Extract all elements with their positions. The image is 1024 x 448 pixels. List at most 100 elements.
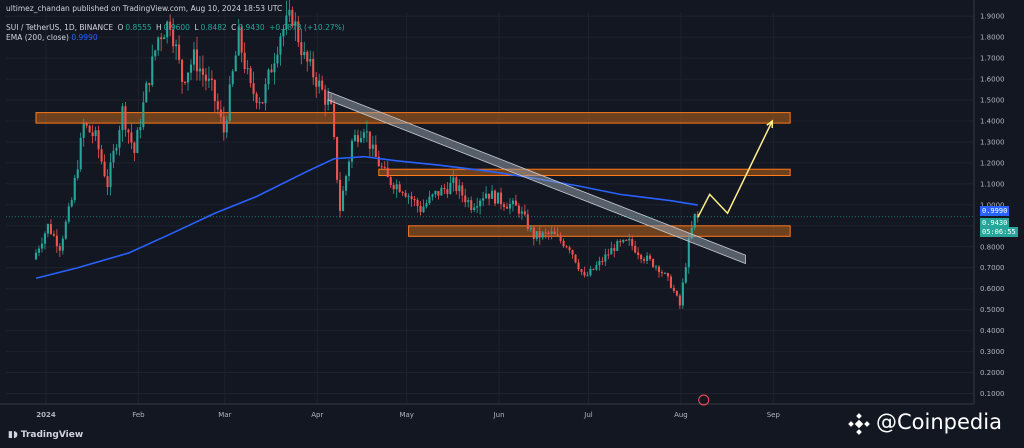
candle-body xyxy=(297,21,300,43)
close-label: C xyxy=(231,23,237,32)
candle-body xyxy=(312,59,315,78)
candle-body xyxy=(440,187,443,196)
candle-body xyxy=(380,166,383,168)
candle-body xyxy=(502,204,506,207)
candle-body xyxy=(309,59,312,62)
candle-body xyxy=(356,135,359,143)
candle-body xyxy=(192,49,196,65)
candle-body xyxy=(49,224,52,234)
candle-body xyxy=(479,200,482,207)
candle-body xyxy=(550,231,553,234)
projection-arrowhead xyxy=(766,119,774,129)
y-tick-label: 0.3000 xyxy=(980,348,1005,356)
candle-body xyxy=(228,84,231,121)
candle-body xyxy=(419,205,422,213)
candle-body xyxy=(169,21,172,30)
candle-body xyxy=(362,132,365,138)
candle-body xyxy=(112,150,115,163)
candle-body xyxy=(339,179,342,211)
candle-body xyxy=(333,103,336,138)
candle-body xyxy=(306,51,309,62)
descending-channel xyxy=(327,91,746,265)
candle-body xyxy=(571,250,574,255)
candle-body xyxy=(291,9,294,27)
tradingview-logo[interactable]: ▮◗ TradingView xyxy=(8,430,83,440)
ema-200-line xyxy=(35,155,698,280)
open-value: 0.8555 xyxy=(125,23,152,32)
candle-body xyxy=(142,102,145,128)
candle-body xyxy=(252,83,255,94)
candle-body xyxy=(55,235,58,247)
candle-body xyxy=(586,275,589,277)
y-tick-label: 1.8000 xyxy=(980,34,1005,42)
candle-body xyxy=(604,254,607,262)
candle-body xyxy=(365,131,368,133)
candle-body xyxy=(61,238,64,251)
candle-body xyxy=(520,211,523,214)
candle-body xyxy=(70,200,73,207)
candle-body xyxy=(243,52,246,69)
candle-body xyxy=(583,271,586,276)
candle-body xyxy=(276,54,279,64)
candle-body xyxy=(663,273,667,275)
candle-body xyxy=(264,84,267,104)
candle-body xyxy=(669,276,672,288)
candle-body xyxy=(625,239,628,241)
ema-legend[interactable]: EMA (200, close) 0.9990 xyxy=(6,33,98,42)
candle-body xyxy=(285,15,288,29)
candle-body xyxy=(294,21,297,27)
candle-body xyxy=(657,266,661,273)
resistance-zone xyxy=(378,168,791,177)
candle-body xyxy=(541,232,544,238)
candle-body xyxy=(675,290,678,296)
candle-body xyxy=(327,99,330,105)
candle-body xyxy=(34,252,38,260)
high-label: H xyxy=(156,23,162,32)
resistance-zone xyxy=(408,225,791,237)
candle-body xyxy=(660,272,664,274)
candle-body xyxy=(598,260,601,266)
candle-body xyxy=(559,235,562,241)
candle-body xyxy=(353,135,356,141)
y-tick-label: 0.6000 xyxy=(980,285,1005,293)
candle-body xyxy=(565,246,568,248)
candle-body xyxy=(130,132,133,143)
candle-body xyxy=(300,42,303,56)
candle-body xyxy=(434,190,437,195)
candle-body xyxy=(467,200,470,203)
y-tick-label: 1.2000 xyxy=(980,159,1005,167)
candle-body xyxy=(186,72,190,83)
y-tick-label: 1.5000 xyxy=(980,97,1005,105)
candle-body xyxy=(651,259,655,267)
y-tick-label: 0.2000 xyxy=(980,369,1005,377)
candle-body xyxy=(461,185,464,196)
candle-body xyxy=(181,59,184,82)
candle-body xyxy=(437,190,440,196)
candle-body xyxy=(485,193,488,199)
candle-body xyxy=(392,184,395,190)
candle-body xyxy=(428,196,431,204)
low-value: 0.8482 xyxy=(200,23,227,32)
candle-body xyxy=(201,68,204,75)
candle-body xyxy=(646,255,649,261)
ema-value: 0.9990 xyxy=(71,33,98,42)
candle-body xyxy=(288,9,291,16)
ema-price-tag: 0.9990 xyxy=(980,206,1010,216)
candle-body xyxy=(270,69,273,73)
candle-body xyxy=(109,162,112,188)
candle-body xyxy=(303,51,306,56)
candle-body xyxy=(514,200,517,206)
projection-line xyxy=(697,120,773,218)
candle-body xyxy=(154,50,157,57)
candle-body xyxy=(455,177,458,192)
candle-body xyxy=(330,99,333,104)
open-label: O xyxy=(117,23,124,32)
candle-body xyxy=(258,102,261,104)
candle-body xyxy=(553,231,556,235)
candle-body xyxy=(282,28,285,37)
candle-body xyxy=(458,185,461,192)
candle-body xyxy=(684,267,687,283)
candle-body xyxy=(535,231,538,239)
candle-body xyxy=(46,224,49,234)
